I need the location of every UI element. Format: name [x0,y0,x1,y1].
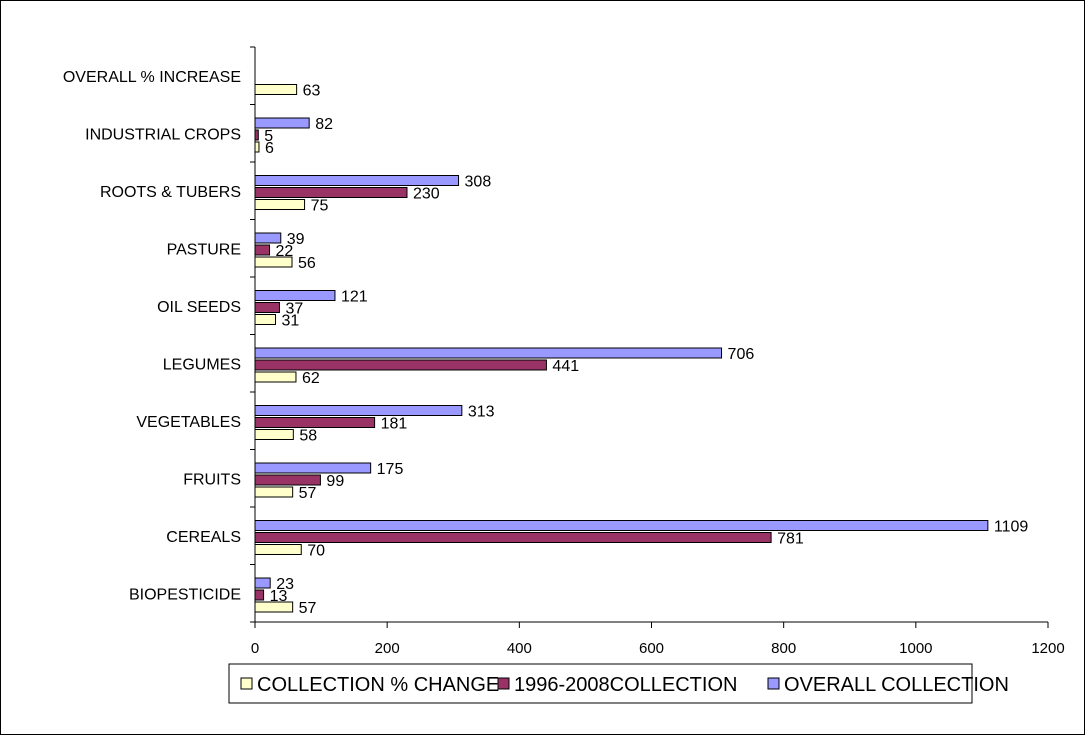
category-label: ROOTS & TUBERS [100,184,241,201]
bar-0 [254,486,294,498]
category-label: VEGETABLES [136,414,241,431]
x-tick-label: 1200 [1031,640,1064,657]
x-tick-label: 600 [639,640,664,657]
legend-swatch [767,677,780,690]
data-label: 70 [307,543,325,560]
bar-1 [254,359,547,371]
data-label: 5 [264,128,273,145]
category-label: LEGUMES [163,356,241,373]
data-label: 23 [276,576,294,593]
data-label: 39 [287,231,305,248]
category-label: PASTURE [167,241,241,258]
legend-label: COLLECTION % CHANGE [257,674,499,696]
data-label: 37 [285,301,303,318]
data-label: 230 [413,186,440,203]
category-label: FRUITS [183,471,241,488]
bar-2 [254,462,372,474]
data-label: 82 [315,116,333,133]
data-label: 22 [276,243,294,260]
x-tick-label: 200 [375,640,400,657]
bar-2 [254,232,282,244]
bar-0 [254,429,294,440]
bar-2 [254,405,463,416]
bar-2 [254,520,989,531]
bar-1 [254,474,321,486]
data-label: 181 [381,416,408,433]
data-label: 6 [265,140,274,157]
x-tick-label: 0 [251,640,259,657]
x-tick-labels-layer: 0 200 400 600 800 1000 1200 [251,640,1065,657]
bar-1 [254,532,772,543]
data-label: 308 [465,174,492,191]
bar-1 [254,589,265,601]
bar-0 [254,544,302,555]
legend: COLLECTION % CHANGE 1996-2008COLLECTION OV… [228,663,1009,704]
bar-1 [254,417,376,428]
legend-swatch [497,677,510,690]
data-label: 75 [311,198,329,215]
x-tick-label: 1000 [899,640,932,657]
category-label: CEREALS [166,529,241,546]
data-label: 313 [468,404,495,421]
bar-2 [254,347,723,359]
bar-0 [254,141,260,153]
bar-2 [254,577,271,589]
data-label: 121 [341,289,368,306]
bar-0 [254,371,297,383]
bar-1 [254,302,280,313]
bar-2 [254,117,310,129]
legend-swatch [240,677,253,690]
data-label: 62 [302,370,320,387]
category-label: OVERALL % INCREASE [63,69,241,86]
data-label: 58 [299,428,317,445]
data-label: 57 [299,485,317,502]
legend-label: 1996-2008COLLECTION [514,674,737,696]
data-label: 175 [377,461,404,478]
bar-2 [254,290,336,301]
bar-0 [254,199,306,210]
legend-box [228,663,973,704]
legend-label: OVERALL COLLECTION [784,674,1009,696]
bars-layer [254,84,989,613]
x-tick-label: 800 [771,640,796,657]
data-label: 56 [298,255,316,272]
data-label: 781 [777,531,804,548]
bar-1 [254,244,271,256]
bar-0 [254,84,298,95]
data-label: 63 [303,83,321,100]
category-labels-layer: BIOPESTICIDE CEREALS FRUITS VEGETABLES LEGUM… [63,69,241,604]
category-label: BIOPESTICIDE [129,586,241,603]
x-tick-label: 400 [507,640,532,657]
data-label: 441 [552,358,579,375]
data-label: 706 [728,346,755,363]
bar-0 [254,314,276,325]
axes-layer [250,46,1049,628]
category-label: OIL SEEDS [157,299,241,316]
data-label: 57 [299,600,317,617]
data-label: 13 [270,588,288,605]
bar-2 [254,175,460,186]
data-label: 1109 [994,519,1029,536]
data-label: 99 [326,473,344,490]
data-label: 31 [281,313,299,330]
bar-1 [254,187,408,198]
category-label: INDUSTRIAL CROPS [85,126,241,143]
